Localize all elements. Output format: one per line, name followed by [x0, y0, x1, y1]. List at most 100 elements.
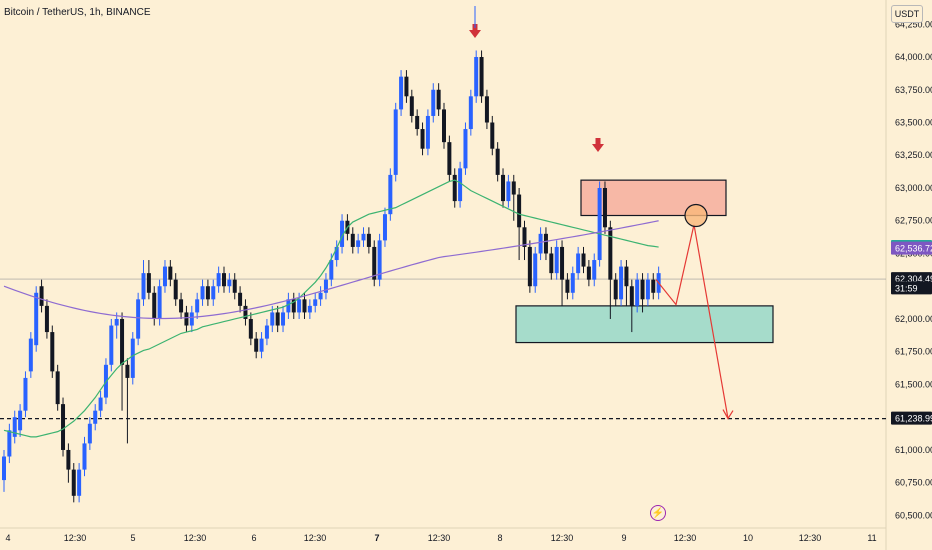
- candle-body: [651, 279, 656, 293]
- candle-body: [560, 246, 565, 280]
- candle-body: [200, 286, 205, 300]
- x-tick-label: 12:30: [799, 533, 822, 543]
- candle-body: [71, 469, 76, 496]
- price-label-bg: [891, 281, 932, 295]
- candle-body: [458, 168, 463, 202]
- candle-body: [366, 233, 371, 247]
- candle-body: [232, 279, 237, 293]
- candle-body: [533, 253, 538, 287]
- x-tick-label: 9: [621, 533, 626, 543]
- price-label: 61,238.99: [895, 414, 932, 424]
- candle-body: [189, 312, 194, 326]
- y-tick-label: 64,000.00: [895, 52, 932, 62]
- x-tick-label: 11: [867, 533, 876, 543]
- price-label: 62,304.49: [895, 274, 932, 284]
- candle-body: [61, 404, 66, 450]
- y-tick-label: 63,250.00: [895, 150, 932, 160]
- y-tick-label: 64,250.00: [895, 19, 932, 29]
- candle-body: [50, 332, 55, 372]
- candle-body: [549, 253, 554, 274]
- candle-body: [141, 273, 146, 300]
- x-tick-label: 12:30: [184, 533, 207, 543]
- y-tick-label: 61,750.00: [895, 347, 932, 357]
- candle-body: [264, 325, 269, 339]
- candle-body: [270, 312, 275, 326]
- x-tick-label: 8: [497, 533, 502, 543]
- candle-body: [624, 266, 629, 287]
- candle-body: [382, 214, 387, 241]
- candle-body: [479, 57, 484, 97]
- down-arrow-icon: [595, 138, 601, 145]
- y-tick-label: 63,500.00: [895, 118, 932, 128]
- candle-body: [436, 89, 441, 110]
- x-tick-label: 4: [5, 533, 10, 543]
- lightning-icon[interactable]: ⚡: [650, 505, 666, 521]
- candle-body: [490, 122, 495, 149]
- candle-body: [393, 109, 398, 175]
- candle-body: [2, 456, 6, 481]
- candle-body: [613, 279, 618, 300]
- candle-body: [93, 410, 98, 424]
- target-circle: [684, 203, 708, 228]
- candle-body: [522, 227, 527, 247]
- candle-body: [44, 305, 49, 333]
- candle-body: [586, 266, 591, 280]
- slow-moving-average-line: [3, 220, 659, 320]
- candle-body: [302, 299, 307, 313]
- candle-body: [184, 312, 189, 326]
- candle-body: [538, 233, 543, 254]
- candle-body: [114, 318, 119, 326]
- candle-body: [291, 299, 296, 313]
- projection-path: [655, 224, 729, 419]
- candle-body: [431, 89, 436, 116]
- candle-body: [39, 286, 44, 306]
- price-label: 31:59: [895, 283, 918, 293]
- candle-body: [55, 371, 60, 405]
- candle-body: [592, 260, 597, 280]
- candle-body: [281, 312, 286, 326]
- candle-body: [130, 338, 135, 378]
- candle-body: [125, 364, 130, 378]
- y-tick-label: 63,750.00: [895, 85, 932, 95]
- candle-body: [608, 227, 613, 280]
- candle-body: [34, 292, 39, 346]
- candle-body: [517, 194, 522, 228]
- candle-body: [87, 423, 92, 444]
- candle-body: [640, 279, 645, 300]
- candle-body: [259, 338, 264, 352]
- y-tick-label: 62,000.00: [895, 314, 932, 324]
- candle-body: [597, 187, 602, 261]
- y-tick-label: 60,500.00: [895, 510, 932, 520]
- candle-body: [211, 286, 216, 300]
- x-tick-label: 7: [374, 533, 379, 543]
- candle-body: [179, 299, 184, 313]
- projection-arrowhead: [722, 409, 734, 420]
- candle-body: [334, 246, 339, 261]
- candle-body: [463, 129, 468, 169]
- candle-body: [602, 187, 607, 228]
- candle-body: [377, 240, 382, 280]
- candle-body: [645, 279, 650, 300]
- x-tick-label: 12:30: [64, 533, 87, 543]
- candle-body: [195, 299, 200, 313]
- candle-body: [570, 273, 575, 293]
- candle-body: [243, 305, 248, 319]
- candle-body: [313, 299, 318, 306]
- x-tick-label: 12:30: [428, 533, 451, 543]
- candle-body: [162, 266, 167, 287]
- candle-body: [216, 273, 221, 287]
- candle-body: [66, 449, 71, 470]
- candle-body: [329, 260, 334, 280]
- candle-body: [23, 377, 28, 411]
- price-label: 62,536.72: [895, 244, 932, 254]
- candle-body: [565, 279, 570, 293]
- candle-body: [297, 299, 302, 313]
- currency-selector[interactable]: USDT: [891, 5, 923, 23]
- candle-body: [286, 299, 291, 313]
- candle-body: [361, 233, 366, 241]
- candle-body: [420, 129, 425, 149]
- x-tick-label: 6: [251, 533, 256, 543]
- y-tick-label: 61,000.00: [895, 445, 932, 455]
- x-tick-label: 12:30: [304, 533, 327, 543]
